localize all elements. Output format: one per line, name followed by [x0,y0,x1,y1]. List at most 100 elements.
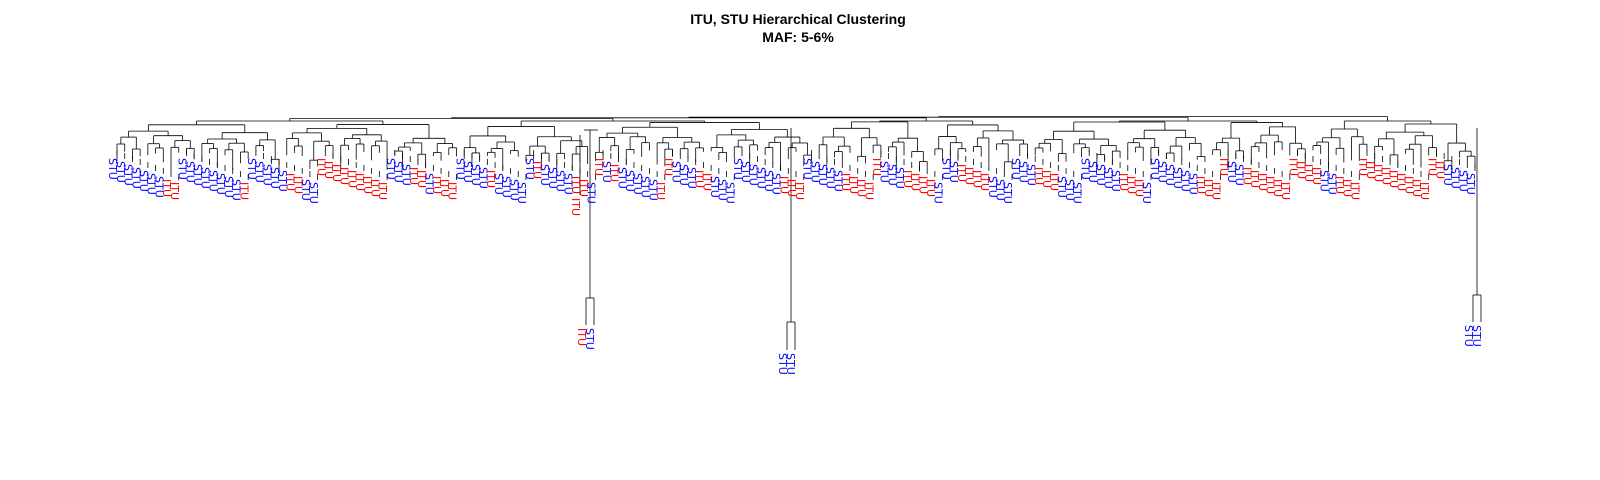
leaf-label-109: STU [947,161,960,183]
leaf-label-94: STU [831,170,844,192]
leaf-label-20: STU [260,164,273,186]
leaf-label-56: STU [538,164,551,186]
leaf-label-6: STU [152,176,165,198]
leaf-label-66: STU [615,167,628,189]
leaf-label-147: ITU [1240,167,1253,185]
leaf-label-80: STU [723,182,736,204]
leaf-label-62: STU [585,182,598,204]
leaf-label-45: STU [453,158,466,180]
leaf-label-152: ITU [1279,182,1292,200]
leaf-label-35: ITU [376,182,389,200]
leaf-label-117: STU [1009,158,1022,180]
leaf-label-44: ITU [446,182,459,200]
leaf-label-146: STU [1233,164,1246,186]
leaf-label-0: STU [106,158,119,180]
leaf-label-48: STU [477,167,490,189]
leaf-label-89: ITU [793,182,806,200]
leaf-label-42: ITU [430,176,443,194]
leaf-label-57: STU [546,167,559,189]
leaf-label-64: STU [600,161,613,183]
leaf-label-28: ITU [322,161,335,179]
leaf-label-12: STU [199,167,212,189]
leaf-label-82: STU [739,161,752,183]
leaf-label-16: STU [230,179,243,201]
leaf-label-145: STU [1225,161,1238,183]
leaf-label-26: STU [307,182,320,204]
leaf-label-53: STU [515,182,528,204]
leaf-label-163: ITU [1364,161,1377,179]
leaf-label-47: STU [469,164,482,186]
leaf-label-96: ITU [847,176,860,194]
leaf-label-173: STU [1441,164,1454,186]
leaf-label-14: STU [214,173,227,195]
leaf-label-40: ITU [415,170,428,188]
leaf-label-39: ITU [407,167,420,185]
leaf-label-120: ITU [1032,167,1045,185]
leaf-label-102: STU [893,167,906,189]
leaf-label-4: STU [137,170,150,192]
leaf-label-23: ITU [284,173,297,191]
leaf-label-114: STU [986,176,999,198]
leaf-label-142: ITU [1202,179,1215,197]
leaf-label-101: STU [885,164,898,186]
leaf-label-83: STU [747,164,760,186]
leaf-label-38: STU [399,164,412,186]
leaf-label-43: ITU [438,179,451,197]
leaf-label-123: STU [1055,176,1068,198]
leaf-label-151: ITU [1271,179,1284,197]
leaf-label-175: STU [1456,170,1469,192]
leaf-label-149: ITU [1256,173,1269,191]
leaf-label-172: ITU [1433,161,1446,179]
leaf-label-8: ITU [168,182,181,200]
leaf-label-54: STU [523,158,536,180]
leaf-label-110: ITU [955,164,968,182]
leaf-label-36: STU [384,158,397,180]
leaf-label-2: STU [122,164,135,186]
outlier-label-2b: STU [583,328,596,350]
leaf-label-84: STU [754,167,767,189]
leaf-label-132: ITU [1125,176,1138,194]
leaf-label-118: STU [1017,161,1030,183]
leaf-label-5: STU [145,173,158,195]
leaf-label-156: ITU [1310,167,1323,185]
leaf-label-99: ITU [870,158,883,176]
leaf-label-97: ITU [855,179,868,197]
leaf-label-106: ITU [924,179,937,197]
leaf-label-155: ITU [1302,164,1315,182]
leaf-label-55: ITU [531,161,544,179]
leaf-label-17: ITU [237,182,250,200]
leaf-label-22: STU [276,170,289,192]
leaf-label-108: STU [939,158,952,180]
leaf-label-30: ITU [338,167,351,185]
leaf-label-49: ITU [484,170,497,188]
leaf-label-171: ITU [1426,158,1439,176]
leaf-label-164: ITU [1372,164,1385,182]
leaf-label-77: ITU [700,173,713,191]
leaf-label-60: ITU [569,176,582,194]
leaf-label-125: STU [1071,182,1084,204]
leaf-label-9: STU [176,158,189,180]
leaf-label-127: STU [1086,161,1099,183]
leaf-label-86: STU [770,173,783,195]
leaf-label-103: ITU [901,170,914,188]
leaf-label-52: STU [507,179,520,201]
leaf-label-90: STU [801,158,814,180]
leaf-label-51: STU [500,176,513,198]
leaf-label-162: ITU [1356,158,1369,176]
leaf-label-160: ITU [1341,179,1354,197]
leaf-label-116: STU [1001,182,1014,204]
leaf-label-115: STU [993,179,1006,201]
leaf-label-119: STU [1024,164,1037,186]
leaf-label-104: ITU [909,173,922,191]
leaf-label-61: ITU [577,179,590,197]
leaf-label-141: ITU [1194,176,1207,194]
leaf-label-105: ITU [916,176,929,194]
dendrogram-leaves: STUSTUSTUSTUSTUSTUSTUITUITUSTUSTUSTUSTUS… [106,158,1483,375]
leaf-label-33: ITU [361,176,374,194]
leaf-label-168: ITU [1402,176,1415,194]
leaf-label-29: ITU [330,164,343,182]
leaf-label-137: STU [1163,164,1176,186]
leaf-label-79: STU [716,179,729,201]
leaf-label-126: STU [1078,158,1091,180]
